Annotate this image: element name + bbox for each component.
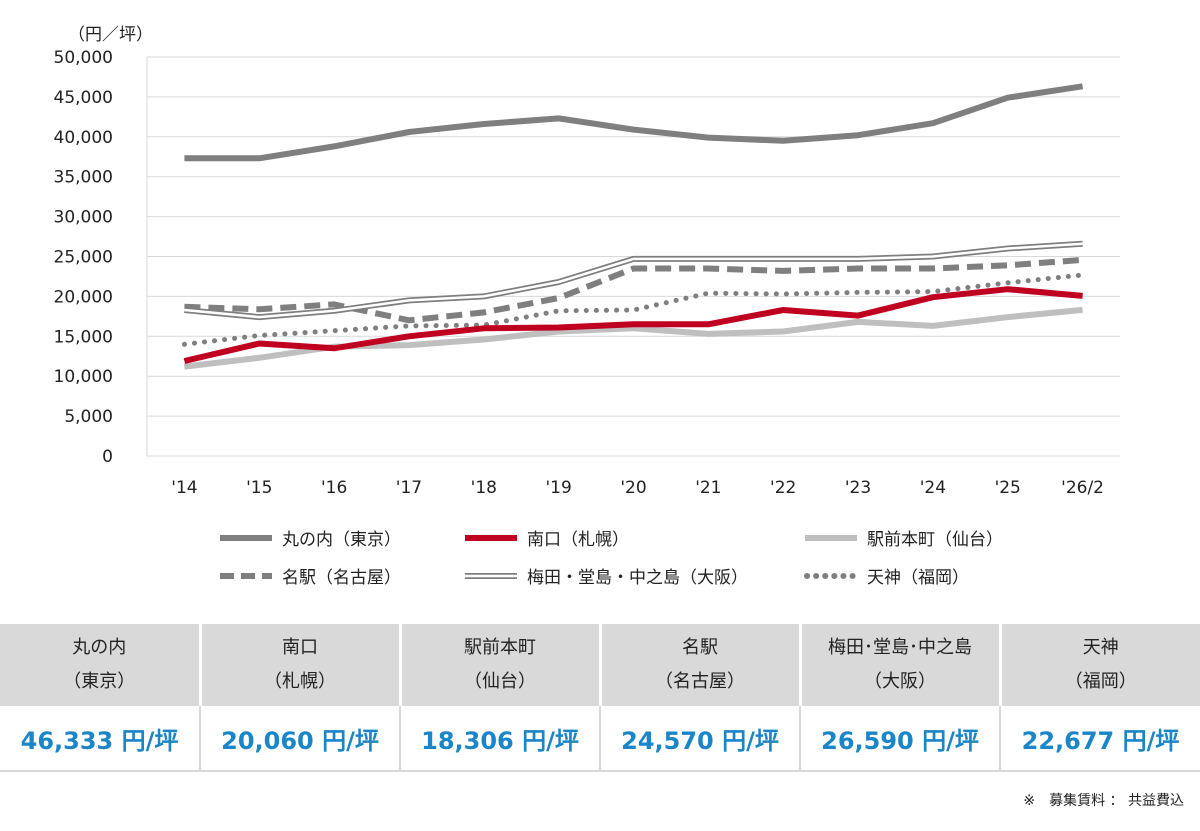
value-minamiguchi: 20,060 円/坪 (199, 706, 400, 772)
x-tick-label: '23 (845, 478, 871, 498)
header-line2: （名古屋） (655, 671, 745, 692)
series-line (183, 286, 1083, 364)
header-marunouchi: 丸の内 （東京） (0, 624, 200, 706)
x-tick-label: '16 (321, 478, 347, 498)
y-tick-label: 5,000 (64, 407, 113, 427)
value-marunouchi: 46,333 円/坪 (0, 706, 200, 772)
header-meieki: 名駅 （名古屋） (598, 624, 800, 706)
x-tick-label: '22 (770, 478, 796, 498)
summary-value-row: 46,333 円/坪 20,060 円/坪 18,306 円/坪 24,570 … (0, 706, 1200, 772)
series-line (184, 306, 1083, 370)
header-line1: 梅田･堂島･中之島 (828, 637, 972, 658)
legend-swatch-solid-lightgray (805, 534, 857, 541)
y-axis-unit-label: （円／坪） (68, 25, 153, 45)
header-tenjin: 天神 （福岡） (998, 624, 1200, 706)
header-ekimaehonmachi: 駅前本町 （仙台） (398, 624, 600, 706)
x-tick-label: '19 (545, 478, 571, 498)
value-ekimaehonmachi: 18,306 円/坪 (399, 706, 600, 772)
y-tick-label: 35,000 (54, 168, 113, 188)
legend-swatch-double-gray (465, 572, 517, 579)
legend-label: 丸の内（東京） (282, 530, 401, 550)
y-tick-label: 0 (102, 447, 113, 467)
x-tick-label: '20 (620, 478, 646, 498)
x-tick-label: '21 (695, 478, 721, 498)
legend-label: 梅田・堂島・中之島（大阪） (527, 568, 748, 588)
header-line1: 名駅 (682, 637, 718, 658)
legend-label: 南口（札幌） (527, 530, 629, 550)
x-tick-label: '17 (396, 478, 422, 498)
legend-item-umeda: 梅田・堂島・中之島（大阪） (463, 563, 748, 588)
legend-label: 天神（福岡） (867, 568, 969, 588)
value-meieki: 24,570 円/坪 (599, 706, 800, 772)
y-tick-label: 45,000 (54, 88, 113, 108)
y-tick-label: 30,000 (54, 208, 113, 228)
header-line1: 丸の内 (72, 637, 127, 658)
y-tick-label: 25,000 (54, 248, 113, 268)
legend-swatch-solid-red (465, 534, 517, 541)
header-line1: 南口 (282, 637, 318, 658)
summary-table: 丸の内 （東京） 南口 （札幌） 駅前本町 （仙台） 名駅 （名古屋） 梅田･堂島･中之… (0, 624, 1200, 772)
value-tenjin: 22,677 円/坪 (999, 706, 1200, 772)
series-line (184, 256, 1083, 324)
y-tick-label: 10,000 (54, 367, 113, 387)
series-line-inner (184, 242, 1083, 319)
x-tick-label: '15 (246, 478, 272, 498)
line-chart: 0 5,000 10,000 15,000 20,000 25,000 30,000 35,0… (54, 48, 1120, 498)
x-tick-label: '18 (471, 478, 497, 498)
legend-item-ekimaehonmachi: 駅前本町（仙台） (803, 525, 1003, 550)
header-minamiguchi: 南口 （札幌） (198, 624, 400, 706)
legend-label: 駅前本町（仙台） (867, 530, 1003, 550)
y-tick-label: 20,000 (54, 287, 113, 307)
header-line1: 天神 (1082, 637, 1119, 658)
legend-item-minamiguchi: 南口（札幌） (463, 525, 629, 550)
header-line1: 駅前本町 (464, 637, 536, 658)
legend-swatch-dashed-gray (220, 572, 272, 579)
summary-header-row: 丸の内 （東京） 南口 （札幌） 駅前本町 （仙台） 名駅 （名古屋） 梅田･堂島･中之… (0, 624, 1200, 706)
footnote: ※ 募集賃料 ： 共益費込 (1023, 793, 1184, 809)
legend-item-meieki: 名駅（名古屋） (218, 563, 401, 588)
legend-item-marunouchi: 丸の内（東京） (218, 525, 401, 550)
x-tick-label: '14 (171, 478, 197, 498)
value-umeda: 26,590 円/坪 (799, 706, 1000, 772)
series-line (184, 83, 1084, 162)
legend-swatch-dotted-gray (804, 572, 859, 579)
header-line2: （東京） (63, 671, 136, 692)
legend-label: 名駅（名古屋） (282, 568, 401, 588)
x-tick-label: '24 (920, 478, 946, 498)
y-tick-label: 40,000 (54, 128, 113, 148)
header-line2: （大阪） (864, 671, 936, 692)
header-line2: （札幌） (264, 671, 336, 692)
series-line (181, 272, 1086, 347)
x-tick-label: '25 (995, 478, 1021, 498)
y-tick-label: 15,000 (54, 327, 113, 347)
legend-item-tenjin: 天神（福岡） (803, 563, 969, 588)
header-umeda: 梅田･堂島･中之島 （大阪） (798, 624, 1000, 706)
header-line2: （仙台） (464, 671, 536, 692)
x-tick-label: '26/2 (1061, 478, 1104, 498)
header-line2: （福岡） (1064, 671, 1137, 692)
legend-swatch-solid-gray (220, 534, 272, 541)
y-tick-label: 50,000 (54, 48, 113, 68)
